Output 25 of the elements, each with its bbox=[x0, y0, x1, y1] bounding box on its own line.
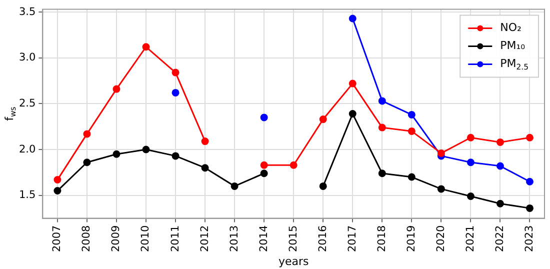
x-tick-label: 2014 bbox=[258, 224, 270, 252]
x-tick-label: 2016 bbox=[316, 224, 329, 252]
x-tick-label: 2008 bbox=[80, 225, 93, 252]
legend-label: NO₂ bbox=[500, 21, 522, 34]
x-tick-label: 2022 bbox=[494, 225, 506, 252]
x-tick-label: 2019 bbox=[405, 225, 418, 252]
y-tick-label: 2.0 bbox=[18, 143, 36, 156]
x-tick-label: 2013 bbox=[228, 225, 240, 252]
x-tick-label: 2011 bbox=[169, 225, 182, 252]
legend-label: PM₁₀ bbox=[500, 39, 526, 52]
x-tick-label: 2015 bbox=[287, 225, 300, 252]
y-tick-label: 3.5 bbox=[18, 6, 36, 18]
x-tick-label: 2012 bbox=[198, 225, 211, 252]
x-tick-label: 2007 bbox=[51, 225, 64, 252]
x-tick-label: 2023 bbox=[523, 225, 536, 252]
y-tick-label: 1.5 bbox=[18, 189, 36, 202]
x-tick-label: 2020 bbox=[434, 225, 447, 252]
y-tick-label: 2.5 bbox=[18, 97, 36, 110]
x-tick-label: 2021 bbox=[464, 225, 476, 252]
x-tick-label: 2009 bbox=[110, 225, 122, 252]
x-tick-label: 2018 bbox=[376, 225, 388, 252]
x-axis-title: years bbox=[278, 254, 310, 268]
y-tick-label: 3.0 bbox=[18, 52, 36, 64]
x-tick-label: 2010 bbox=[140, 225, 152, 252]
x-tick-label: 2017 bbox=[346, 225, 358, 252]
